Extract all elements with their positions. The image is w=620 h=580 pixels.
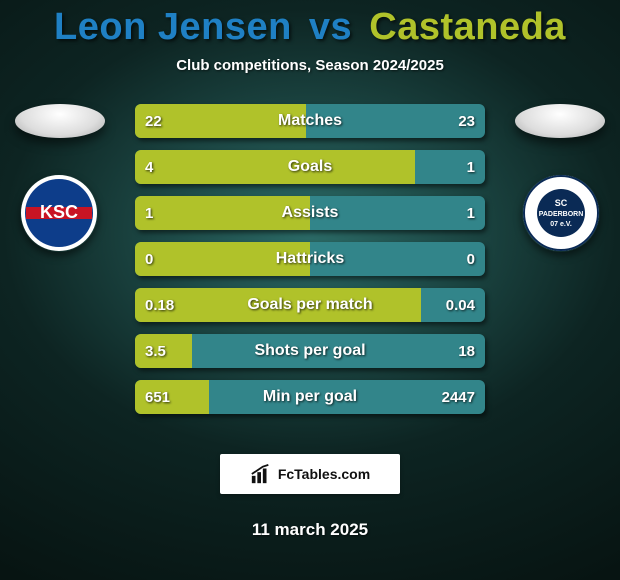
fctables-logo-icon xyxy=(250,463,272,485)
branding-badge: FcTables.com xyxy=(220,454,400,494)
svg-text:PADERBORN: PADERBORN xyxy=(539,211,584,218)
flag-ellipse-left xyxy=(15,104,105,138)
branding-text: FcTables.com xyxy=(278,466,370,482)
flag-ellipse-right xyxy=(515,104,605,138)
date-text: 11 march 2025 xyxy=(0,520,620,540)
stat-row: 00Hattricks xyxy=(135,242,485,276)
ksc-crest-icon: KSC xyxy=(20,174,98,252)
stat-label: Min per goal xyxy=(135,380,485,414)
stat-label: Goals xyxy=(135,150,485,184)
crest-right: SC PADERBORN 07 e.V. xyxy=(522,174,600,252)
svg-text:SC: SC xyxy=(555,198,568,208)
stat-row: 11Assists xyxy=(135,196,485,230)
stat-bars: 2223Matches 41Goals 11Assists 00Hattricks 0.… xyxy=(135,104,485,414)
stat-row: 3.518Shots per goal xyxy=(135,334,485,368)
stat-label: Hattricks xyxy=(135,242,485,276)
stat-row: 41Goals xyxy=(135,150,485,184)
svg-text:KSC: KSC xyxy=(40,202,78,222)
stat-row: 6512447Min per goal xyxy=(135,380,485,414)
stat-label: Assists xyxy=(135,196,485,230)
subtitle: Club competitions, Season 2024/2025 xyxy=(0,57,620,74)
title-vs: vs xyxy=(309,6,352,48)
comparison-stage: KSC SC PADERBORN 07 e.V. 2223Matches 41Go… xyxy=(0,104,620,434)
paderborn-crest-icon: SC PADERBORN 07 e.V. xyxy=(522,174,600,252)
svg-text:07 e.V.: 07 e.V. xyxy=(550,221,572,228)
stat-label: Matches xyxy=(135,104,485,138)
title-player1: Leon Jensen xyxy=(54,6,292,48)
title-player2: Castaneda xyxy=(369,6,566,48)
page-title: Leon Jensen vs Castaneda xyxy=(0,0,620,49)
stat-label: Goals per match xyxy=(135,288,485,322)
stat-row: 2223Matches xyxy=(135,104,485,138)
stat-label: Shots per goal xyxy=(135,334,485,368)
crest-left: KSC xyxy=(20,174,98,252)
stat-row: 0.180.04Goals per match xyxy=(135,288,485,322)
